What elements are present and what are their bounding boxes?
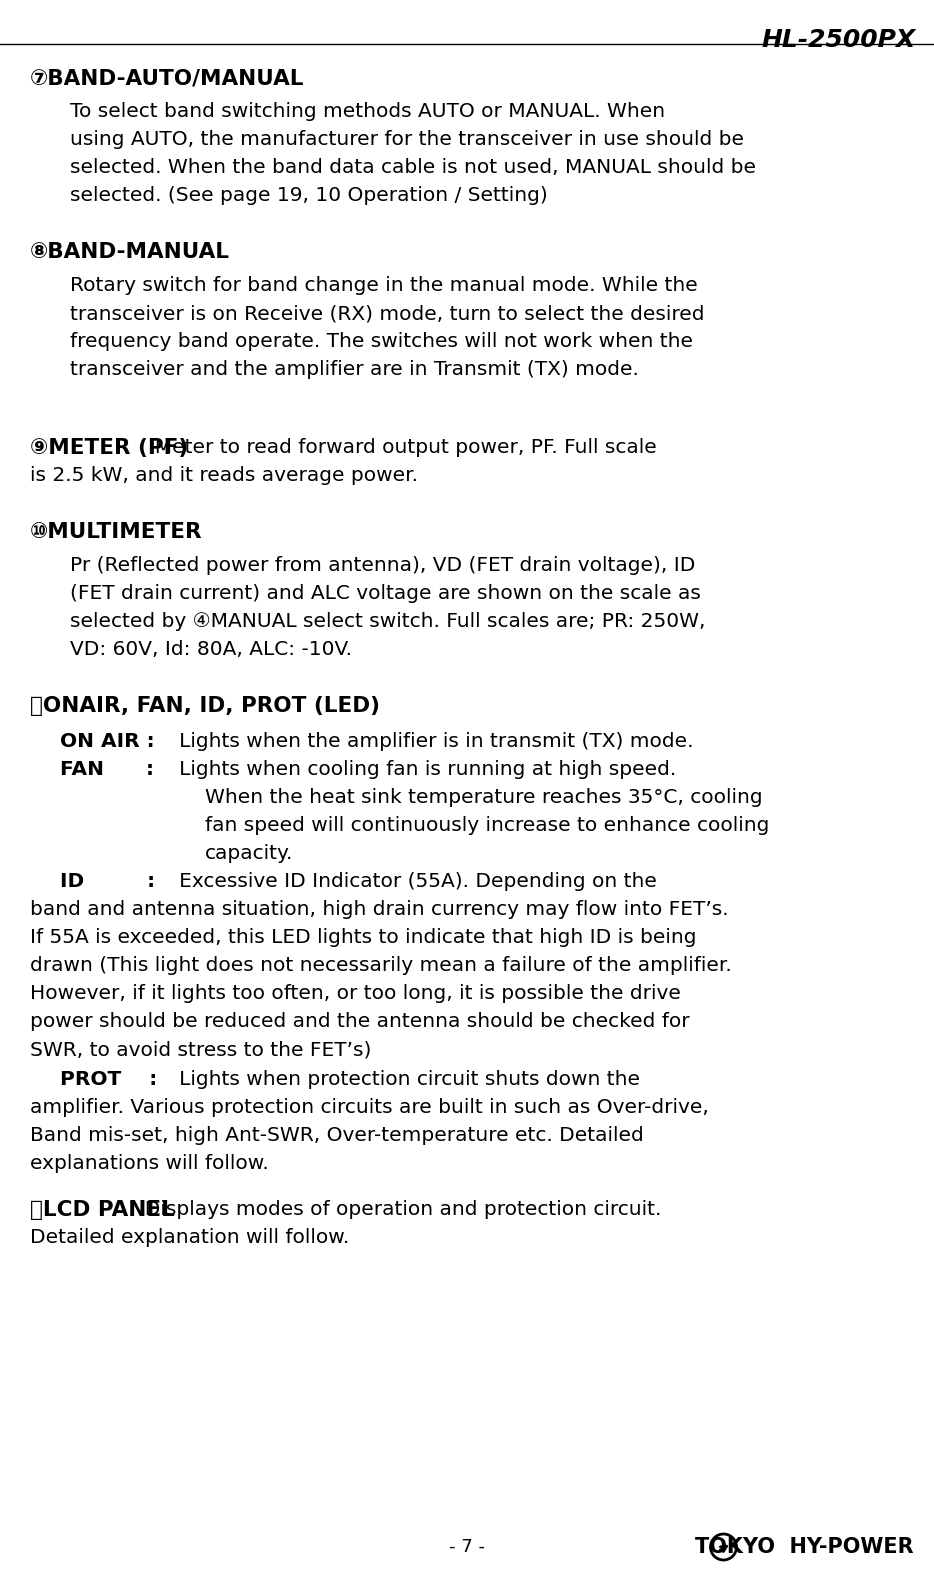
Text: PROT    :: PROT : (60, 1069, 157, 1088)
Text: Detailed explanation will follow.: Detailed explanation will follow. (30, 1228, 349, 1247)
Text: ID         :: ID : (60, 873, 155, 891)
Text: - 7 -: - 7 - (449, 1539, 485, 1556)
Text: FAN      :: FAN : (60, 761, 154, 780)
Text: ⑩MULTIMETER: ⑩MULTIMETER (30, 521, 203, 542)
Text: frequency band operate. The switches will not work when the: frequency band operate. The switches wil… (70, 332, 693, 351)
Text: transceiver and the amplifier are in Transmit (TX) mode.: transceiver and the amplifier are in Tra… (70, 361, 639, 380)
Text: ⑧BAND-MANUAL: ⑧BAND-MANUAL (30, 243, 230, 261)
Text: selected. (See page 19, 10 Operation / Setting): selected. (See page 19, 10 Operation / S… (70, 186, 547, 205)
Text: ⑫LCD PANEL: ⑫LCD PANEL (30, 1200, 175, 1221)
Text: (FET drain current) and ALC voltage are shown on the scale as: (FET drain current) and ALC voltage are … (70, 584, 700, 603)
Text: ⑦BAND-AUTO/MANUAL: ⑦BAND-AUTO/MANUAL (30, 68, 304, 88)
Text: selected. When the band data cable is not used, MANUAL should be: selected. When the band data cable is no… (70, 158, 756, 176)
Text: ⑨METER (PF): ⑨METER (PF) (30, 438, 189, 458)
Text: To select band switching methods AUTO or MANUAL. When: To select band switching methods AUTO or… (70, 102, 665, 121)
Text: Lights when the amplifier is in transmit (TX) mode.: Lights when the amplifier is in transmit… (160, 732, 694, 751)
Text: drawn (This light does not necessarily mean a failure of the amplifier.: drawn (This light does not necessarily m… (30, 956, 731, 975)
Text: power should be reduced and the antenna should be checked for: power should be reduced and the antenna … (30, 1013, 689, 1032)
Text: selected by ④MANUAL select switch. Full scales are; PR: 250W,: selected by ④MANUAL select switch. Full … (70, 613, 705, 632)
Text: Meter to read forward output power, PF. Full scale: Meter to read forward output power, PF. … (142, 438, 657, 457)
Text: Displays modes of operation and protection circuit.: Displays modes of operation and protecti… (132, 1200, 661, 1219)
Text: Lights when cooling fan is running at high speed.: Lights when cooling fan is running at hi… (160, 761, 676, 780)
Text: If 55A is exceeded, this LED lights to indicate that high ID is being: If 55A is exceeded, this LED lights to i… (30, 928, 697, 947)
Text: Lights when protection circuit shuts down the: Lights when protection circuit shuts dow… (160, 1069, 640, 1088)
Text: transceiver is on Receive (RX) mode, turn to select the desired: transceiver is on Receive (RX) mode, tur… (70, 304, 704, 323)
Text: band and antenna situation, high drain currency may flow into FET’s.: band and antenna situation, high drain c… (30, 899, 729, 918)
Text: Excessive ID Indicator (55A). Depending on the: Excessive ID Indicator (55A). Depending … (160, 873, 657, 891)
Text: VD: 60V, Id: 80A, ALC: -10V.: VD: 60V, Id: 80A, ALC: -10V. (70, 639, 352, 658)
Text: ⑪ONAIR, FAN, ID, PROT (LED): ⑪ONAIR, FAN, ID, PROT (LED) (30, 696, 380, 717)
Text: SWR, to avoid stress to the FET’s): SWR, to avoid stress to the FET’s) (30, 1040, 372, 1058)
Text: However, if it lights too often, or too long, it is possible the drive: However, if it lights too often, or too … (30, 984, 681, 1003)
Text: explanations will follow.: explanations will follow. (30, 1154, 269, 1173)
Text: capacity.: capacity. (205, 844, 293, 863)
Text: using AUTO, the manufacturer for the transceiver in use should be: using AUTO, the manufacturer for the tra… (70, 131, 744, 150)
Text: ON AIR :: ON AIR : (60, 732, 155, 751)
Text: amplifier. Various protection circuits are built in such as Over-drive,: amplifier. Various protection circuits a… (30, 1098, 709, 1117)
Text: When the heat sink temperature reaches 35°C, cooling: When the heat sink temperature reaches 3… (205, 788, 763, 806)
Text: is 2.5 kW, and it reads average power.: is 2.5 kW, and it reads average power. (30, 466, 418, 485)
Text: Band mis-set, high Ant-SWR, Over-temperature etc. Detailed: Band mis-set, high Ant-SWR, Over-tempera… (30, 1126, 644, 1145)
Text: TOKYO  HY-POWER: TOKYO HY-POWER (696, 1537, 914, 1558)
Text: HL-2500PX: HL-2500PX (762, 28, 916, 52)
Text: Rotary switch for band change in the manual mode. While the: Rotary switch for band change in the man… (70, 276, 698, 295)
Text: Pr (Reflected power from antenna), VD (FET drain voltage), ID: Pr (Reflected power from antenna), VD (F… (70, 556, 696, 575)
Text: fan speed will continuously increase to enhance cooling: fan speed will continuously increase to … (205, 816, 770, 835)
